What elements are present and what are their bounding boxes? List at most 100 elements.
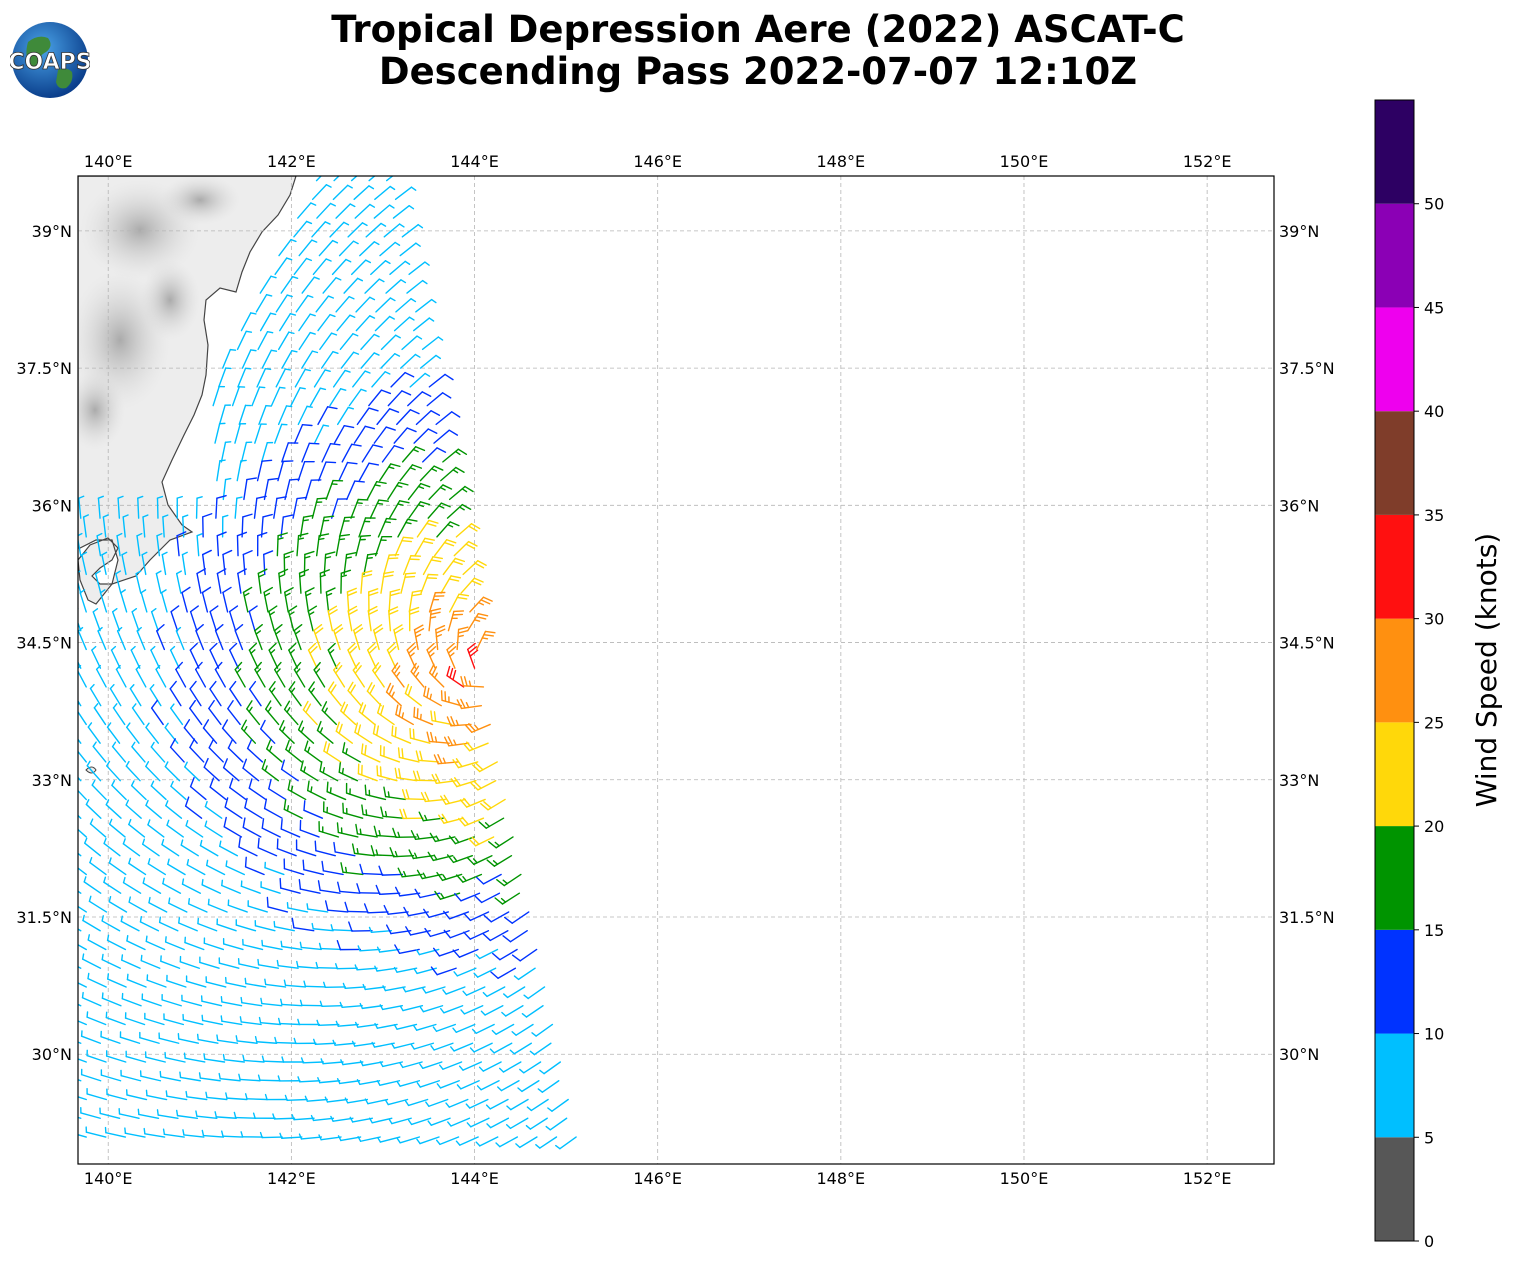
wind-barb — [100, 1069, 122, 1082]
wind-barb — [189, 777, 207, 801]
colorbar-bin-0 — [1375, 1137, 1414, 1241]
wind-barb — [169, 738, 185, 763]
wind-barb — [240, 1131, 264, 1138]
wind-barb — [279, 1132, 303, 1139]
wind-barb — [373, 204, 395, 219]
wind-barb — [124, 1012, 146, 1026]
wind-barb — [251, 386, 266, 407]
wind-barb — [242, 758, 260, 782]
wind-barb — [78, 699, 82, 707]
wind-barb — [317, 313, 336, 332]
wind-barb — [212, 385, 226, 407]
wind-barb — [300, 1057, 324, 1064]
wind-barb — [338, 516, 355, 538]
wind-barb — [168, 897, 188, 913]
wind-barb — [222, 758, 240, 782]
wind-barb — [401, 789, 427, 801]
wind-barb — [101, 953, 121, 969]
wind-barb — [391, 725, 412, 744]
colorbar-bin-6 — [1375, 514, 1414, 619]
wind-barb — [333, 841, 356, 857]
wind-barb — [169, 645, 180, 669]
wind-barb — [414, 537, 435, 557]
wind-barb — [86, 760, 102, 782]
wind-barb — [377, 517, 397, 538]
lat-tick-label-right: 31.5°N — [1279, 908, 1335, 927]
wind-barb — [273, 624, 283, 651]
wind-barb — [108, 895, 128, 913]
lon-ticks-bottom: 140°E 142°E 144°E 146°E 148°E 150°E 152°E — [84, 1169, 1232, 1188]
wind-barb — [323, 981, 346, 988]
wind-barb — [442, 557, 466, 576]
wind-barb — [301, 350, 319, 369]
wind-barb — [515, 1136, 538, 1149]
colorbar-tick-label: 0 — [1424, 1232, 1434, 1251]
wind-barb — [111, 608, 121, 632]
wind-barb — [407, 391, 432, 407]
wind-barb — [126, 973, 147, 988]
wind-barb — [78, 738, 82, 744]
wind-barb — [195, 1110, 218, 1119]
wind-barb — [302, 700, 318, 726]
wind-barb — [141, 551, 148, 576]
wind-barb — [393, 966, 418, 973]
wind-barb — [298, 1133, 323, 1140]
wind-barb — [147, 858, 166, 876]
wind-barb — [284, 478, 300, 501]
wind-barb — [325, 479, 344, 501]
wind-barb — [311, 922, 334, 932]
wind-barb — [228, 605, 239, 632]
wind-barb — [139, 916, 160, 932]
wind-barb — [117, 495, 124, 519]
lat-tick-label-left: 34.5°N — [16, 634, 72, 653]
wind-barb — [78, 943, 87, 951]
wind-barb — [85, 1126, 107, 1138]
wind-barb — [203, 1053, 226, 1063]
wind-barb — [263, 798, 283, 819]
wind-barb — [280, 818, 301, 838]
wind-barb — [135, 570, 142, 594]
wind-barb — [137, 1108, 160, 1119]
wind-barb — [106, 722, 121, 744]
lat-tick-label-right: 33°N — [1279, 771, 1319, 790]
wind-barb — [276, 532, 288, 557]
wind-barb — [348, 921, 373, 932]
wind-barb — [314, 840, 336, 857]
wind-barb — [189, 680, 202, 707]
wind-barb — [145, 722, 160, 744]
wind-barb — [277, 460, 294, 482]
wind-barb — [259, 312, 277, 332]
wind-barb — [293, 624, 303, 651]
wind-barb — [482, 986, 506, 998]
wind-barb — [356, 883, 381, 894]
wind-barb — [336, 314, 356, 332]
wind-barb — [467, 612, 489, 632]
wind-barb — [216, 459, 226, 482]
wind-barb — [426, 392, 452, 407]
wind-barb — [494, 892, 521, 905]
wind-barb — [354, 1021, 379, 1028]
wind-barb — [89, 683, 102, 707]
lon-tick-label-top: 144°E — [450, 152, 499, 171]
wind-barb — [281, 442, 299, 463]
wind-barb — [280, 275, 299, 294]
wind-barb — [201, 1129, 225, 1138]
wind-barb — [94, 570, 102, 594]
wind-barb — [241, 349, 257, 369]
wind-barb — [406, 279, 428, 294]
wind-barb — [238, 404, 252, 426]
wind-barb — [209, 605, 219, 632]
wind-barb — [145, 935, 166, 951]
wind-barb — [356, 1079, 381, 1086]
wind-barb — [313, 369, 331, 388]
wind-barb — [103, 876, 122, 894]
wind-barb — [391, 662, 405, 688]
wind-barb — [259, 275, 277, 294]
wind-barb — [128, 896, 148, 913]
wind-barb — [244, 1093, 268, 1101]
wind-barb — [203, 937, 225, 951]
lon-tick-label-bottom: 140°E — [84, 1169, 133, 1188]
lon-tick-label-bottom: 148°E — [817, 1169, 866, 1188]
wind-barb — [373, 426, 396, 444]
wind-barb — [444, 736, 470, 747]
